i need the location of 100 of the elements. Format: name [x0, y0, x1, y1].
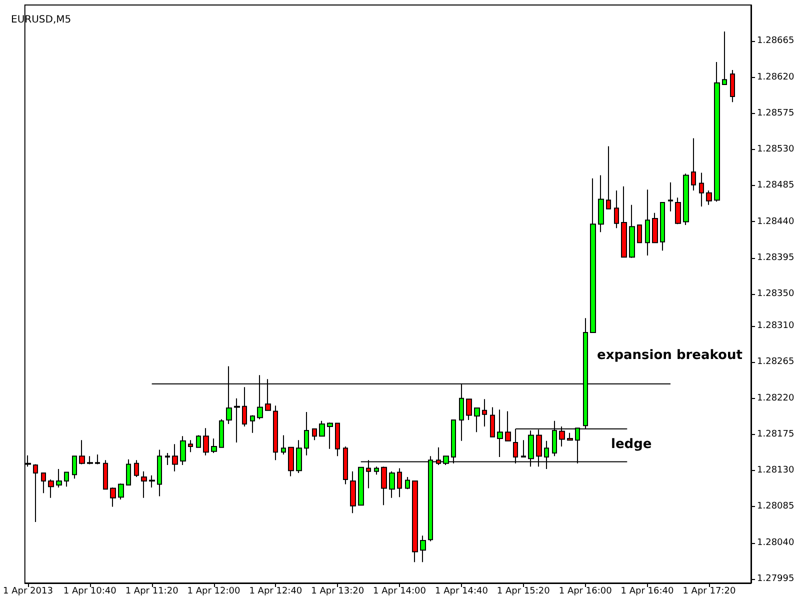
candlestick: [312, 428, 317, 441]
candlestick: [350, 470, 356, 514]
candlestick: [64, 472, 69, 488]
candlestick: [497, 409, 503, 458]
candlestick: [126, 458, 131, 486]
candlestick: [629, 204, 635, 258]
x-tick-label: 1 Apr 12:40: [249, 586, 302, 596]
x-tick-label: 1 Apr 14:40: [434, 586, 488, 596]
candlestick: [48, 478, 54, 498]
candlestick: [103, 460, 108, 490]
candlestick: [590, 178, 596, 334]
candlestick: [521, 440, 526, 458]
x-tick-label: 1 Apr 16:00: [558, 586, 612, 596]
candlestick: [149, 474, 155, 488]
candlestick: [466, 398, 472, 421]
candlestick: [203, 428, 209, 456]
candlestick: [79, 440, 85, 465]
candlestick: [288, 446, 294, 477]
candlestick: [242, 386, 247, 427]
y-tick-label: 1.28620: [757, 72, 794, 82]
candlestick: [420, 535, 426, 563]
candlestick: [381, 466, 387, 506]
candlestick: [652, 212, 658, 244]
annotation: ledge: [611, 437, 652, 452]
y-tick-label: 1.28175: [757, 429, 794, 440]
x-tick-label: 1 Apr 16:40: [620, 586, 674, 596]
candlestick: [196, 434, 201, 448]
candlestick: [72, 456, 77, 480]
y-tick-label: 1.28040: [757, 538, 794, 548]
y-tick-label: 1.28220: [757, 393, 794, 404]
candlestick: [172, 444, 178, 472]
candlestick: [660, 202, 665, 252]
candlestick: [87, 456, 93, 465]
x-tick-label: 1 Apr 17:20: [682, 586, 736, 596]
candlestick: [157, 449, 162, 497]
y-tick-label: 1.28665: [757, 36, 794, 46]
candlestick: [250, 414, 255, 434]
candlestick: [281, 434, 286, 456]
candlestick: [691, 138, 696, 191]
candlestick: [714, 61, 720, 202]
candlestick: [118, 482, 124, 500]
y-tick-label: 1.28130: [757, 466, 794, 476]
candlestick: [33, 464, 38, 522]
candlestick: [374, 466, 379, 476]
x-tick-label: 1 Apr 13:20: [311, 586, 364, 596]
y-tick-label: 1.27995: [757, 574, 794, 584]
candlestick: [296, 440, 302, 474]
candlestick: [505, 410, 511, 442]
x-tick-label: 1 Apr 12:00: [187, 586, 240, 596]
y-tick-label: 1.28440: [757, 216, 794, 227]
candlestick: [389, 470, 395, 498]
candlestick: [165, 452, 170, 466]
candlestick: [730, 70, 735, 103]
candlestick: [343, 446, 348, 485]
candlestick: [606, 146, 611, 210]
candlestick: [675, 197, 681, 225]
candlestick: [327, 422, 333, 450]
y-tick-label: 1.28485: [757, 180, 794, 191]
y-tick-label: 1.28265: [757, 357, 794, 368]
candlestick: [56, 468, 62, 488]
candlestick: [405, 476, 410, 490]
candlestick: [722, 30, 727, 85]
x-tick-label: 1 Apr 11:20: [125, 586, 179, 596]
candlestick: [645, 189, 650, 256]
candlestick: [668, 182, 673, 212]
candlestick: [490, 406, 495, 438]
candlestick: [637, 224, 642, 244]
y-tick-label: 1.28530: [757, 144, 794, 154]
candlestick: [397, 468, 402, 498]
candlestick: [180, 436, 186, 466]
x-tick-label: 1 Apr 10:40: [63, 586, 117, 596]
candlestick: [474, 407, 480, 433]
candlestick: [482, 398, 487, 427]
candlestick: [234, 398, 240, 444]
y-tick-label: 1.28350: [757, 289, 794, 299]
x-tick-label: 1 Apr 14:00: [373, 586, 426, 596]
candlestick: [95, 454, 100, 465]
candlestick: [273, 405, 278, 461]
candlestick: [41, 472, 46, 494]
candlestick: [567, 432, 573, 441]
candlestick: [319, 420, 325, 437]
y-tick-label: 1.28310: [757, 321, 794, 332]
candlestick: [614, 190, 619, 229]
candlestick: [683, 173, 689, 226]
y-tick-label: 1.28575: [757, 108, 794, 118]
candlestick: [335, 422, 340, 457]
candlestick: [304, 412, 309, 456]
candlestick: [110, 486, 116, 508]
candlestick: [412, 480, 418, 563]
candlestick: [598, 174, 604, 233]
candlestick: [706, 190, 712, 206]
candlestick: [141, 470, 147, 498]
y-tick-label: 1.28085: [757, 502, 794, 512]
candlestick: [134, 460, 139, 478]
candlestick: [621, 186, 627, 258]
annotation: expansion breakout: [597, 348, 742, 363]
x-tick-label: 1 Apr 2013: [3, 586, 53, 596]
candlestick: [188, 440, 193, 453]
candlestick: [358, 466, 364, 506]
candlestick: [211, 438, 217, 454]
